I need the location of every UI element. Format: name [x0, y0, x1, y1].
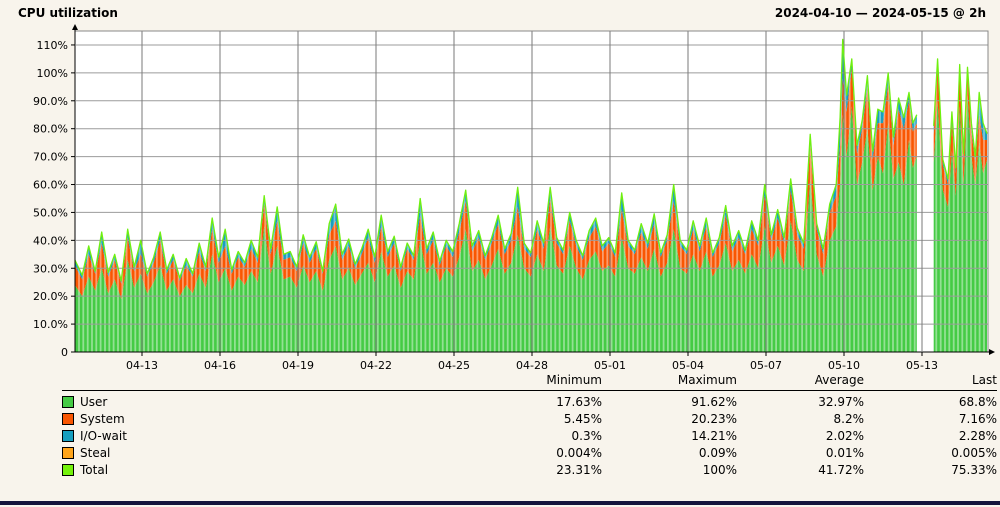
y-axis-tick-label: 100%: [37, 67, 68, 80]
y-axis-tick-label: 50.0%: [33, 206, 68, 219]
legend-value-min: 23.31%: [556, 463, 602, 477]
legend-value-max: 91.62%: [691, 395, 737, 409]
legend-swatch-1: [62, 396, 74, 408]
legend-col-maximum: Maximum: [677, 373, 737, 387]
x-axis-tick-label: 05-07: [750, 359, 782, 372]
cpu-utilization-chart: 110% 100% 90.0% 80.0% 70.0% 60.0% 50.0% 40.0% 30…: [33, 24, 995, 372]
legend-swatch-4: [62, 447, 74, 459]
legend-value-min: 17.63%: [556, 395, 602, 409]
legend-value-min: 0.3%: [571, 429, 603, 443]
x-axis-tick-label: 05-10: [828, 359, 860, 372]
legend-series-label: Steal: [80, 446, 111, 460]
legend-swatch-3: [62, 430, 74, 442]
y-axis-tick-label: 80.0%: [33, 123, 68, 136]
legend-row-steal: Steal 0.004% 0.09% 0.01% 0.005%: [62, 445, 997, 460]
legend-value-min: 5.45%: [563, 412, 602, 426]
legend-value-max: 0.09%: [698, 446, 737, 460]
legend-label-column: [62, 372, 457, 388]
x-axis-tick-label: 04-22: [360, 359, 392, 372]
legend-swatch-5: [62, 464, 74, 476]
legend-series-label: System: [80, 412, 125, 426]
y-axis-tick-label: 70.0%: [33, 151, 68, 164]
date-range-label: 2024-04-10 — 2024-05-15 @ 2h: [774, 6, 986, 20]
x-axis-tick-label: 04-16: [204, 359, 236, 372]
legend-col-last: Last: [972, 373, 997, 387]
legend-value-max: 20.23%: [691, 412, 737, 426]
legend-row-total: Total 23.31% 100% 41.72% 75.33%: [62, 462, 997, 477]
legend-row-system: System 5.45% 20.23% 8.2% 7.16%: [62, 411, 997, 426]
page-title: CPU utilization: [18, 6, 118, 20]
y-axis-tick-label: 110%: [37, 39, 68, 52]
legend-value-last: 75.33%: [951, 463, 997, 477]
legend-value-last: 0.005%: [951, 446, 997, 460]
legend-value-min: 0.004%: [556, 446, 602, 460]
legend-series-label: User: [80, 395, 108, 409]
legend-row-user: User 17.63% 91.62% 32.97% 68.8%: [62, 394, 997, 409]
legend-row-i-o-wait: I/O-wait 0.3% 14.21% 2.02% 2.28%: [62, 428, 997, 443]
x-axis-tick-label: 05-13: [906, 359, 938, 372]
x-axis-tick-label: 04-13: [126, 359, 158, 372]
legend-table: Minimum Maximum Average Last User 17.63% 9…: [62, 372, 997, 477]
legend-value-max: 100%: [702, 463, 737, 477]
legend-col-minimum: Minimum: [546, 373, 602, 387]
x-axis-tick-label: 04-28: [516, 359, 548, 372]
legend-value-last: 68.8%: [958, 395, 997, 409]
x-axis-tick-label: 04-25: [438, 359, 470, 372]
legend-header-row: Minimum Maximum Average Last: [62, 372, 997, 391]
y-axis-tick-label: 60.0%: [33, 179, 68, 192]
legend-value-last: 2.28%: [958, 429, 997, 443]
y-axis-tick-label: 10.0%: [33, 318, 68, 331]
legend-value-avg: 32.97%: [818, 395, 864, 409]
legend-swatch-2: [62, 413, 74, 425]
x-axis-tick-label: 05-04: [672, 359, 704, 372]
legend-value-max: 14.21%: [691, 429, 737, 443]
y-axis-tick-label: 30.0%: [33, 262, 68, 275]
legend-value-avg: 41.72%: [818, 463, 864, 477]
y-axis-tick-label: 20.0%: [33, 290, 68, 303]
x-axis-tick-label: 05-01: [594, 359, 626, 372]
legend-value-avg: 2.02%: [825, 429, 864, 443]
legend-value-last: 7.16%: [958, 412, 997, 426]
legend-series-label: I/O-wait: [80, 429, 127, 443]
legend-series-label: Total: [80, 463, 109, 477]
legend-value-avg: 0.01%: [825, 446, 864, 460]
legend-col-average: Average: [814, 373, 864, 387]
footer-bar: [0, 501, 1000, 505]
legend-value-avg: 8.2%: [833, 412, 865, 426]
x-axis-tick-label: 04-19: [282, 359, 314, 372]
y-axis-tick-label: 0: [61, 346, 68, 359]
y-axis-tick-label: 90.0%: [33, 95, 68, 108]
y-axis-tick-label: 40.0%: [33, 234, 68, 247]
